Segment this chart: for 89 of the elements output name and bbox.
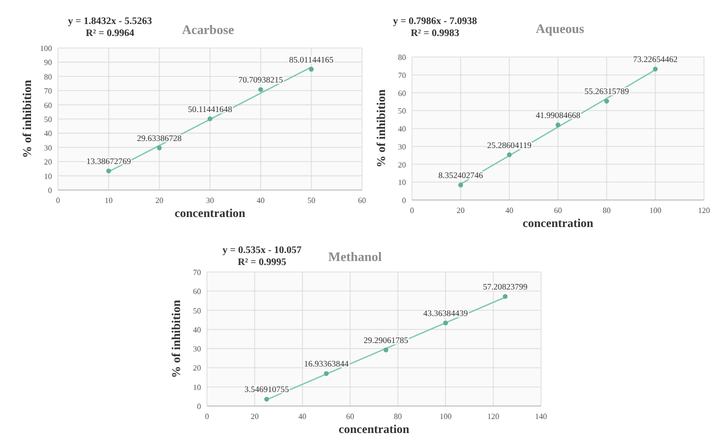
point — [264, 396, 270, 402]
y-tick-label: 10 — [398, 178, 406, 188]
point — [208, 116, 212, 122]
x-tick-label: 50 — [307, 196, 316, 205]
y-tick-label: 50 — [398, 106, 406, 116]
text: R² = 0.9983 — [410, 28, 460, 39]
y-tick-label: 90 — [44, 58, 52, 68]
chart-title: Methanol — [328, 249, 382, 264]
x-tick-label: 120 — [487, 412, 500, 421]
text: R² = 0.9995 — [238, 257, 286, 268]
point — [156, 146, 162, 150]
y-tick-label: 50 — [44, 115, 52, 124]
y-tick-label: 40 — [44, 129, 52, 138]
x-tick-label: 60 — [358, 196, 366, 205]
point — [652, 66, 658, 72]
y-tick-label: 70 — [193, 268, 201, 277]
text: R² = 0.9964 — [86, 28, 134, 39]
y-tick-label: 30 — [398, 142, 406, 152]
y-tick-label: 30 — [193, 344, 201, 354]
data-label: 41.99084668 — [536, 110, 580, 120]
y-tick-label: 10 — [44, 172, 52, 181]
y-axis-title: % of inhibition — [169, 300, 183, 378]
point — [604, 98, 610, 104]
y-tick-label: 0 — [197, 402, 201, 411]
x-tick-label: 30 — [206, 196, 214, 205]
data-label: 43.36384439 — [423, 308, 468, 318]
x-tick-label: 40 — [505, 206, 514, 215]
x-tick-label: 60 — [346, 412, 354, 421]
point — [502, 294, 508, 299]
point — [506, 152, 512, 158]
x-tick-label: 120 — [698, 206, 710, 215]
x-tick-label: 80 — [602, 206, 611, 215]
data-label: 85.01144165 — [289, 54, 334, 64]
x-axis-title: concentration — [174, 206, 246, 220]
x-tick-label: 0 — [205, 412, 209, 421]
y-tick-label: 100 — [40, 44, 52, 53]
point — [443, 320, 448, 326]
y-tick-label: 80 — [398, 53, 406, 62]
x-tick-label: 20 — [456, 206, 465, 215]
data-label: 29.29061785 — [364, 334, 408, 345]
point — [556, 122, 560, 128]
y-tick-label: 50 — [193, 306, 201, 316]
x-tick-label: 10 — [104, 196, 113, 205]
y-tick-label: 40 — [193, 325, 201, 334]
y-tick-label: 40 — [398, 124, 406, 134]
y-axis-title: % of inhibition — [20, 80, 34, 158]
y-tick-label: 70 — [398, 70, 406, 80]
y-tick-label: 60 — [398, 88, 406, 98]
y-tick-label: 0 — [48, 186, 52, 195]
y-tick-label: 20 — [398, 160, 406, 170]
point — [106, 168, 112, 174]
chart-title: Acarbose — [182, 22, 234, 37]
point — [324, 371, 329, 376]
point — [308, 66, 314, 72]
point — [258, 87, 264, 92]
data-label: 57.20823799 — [482, 281, 528, 292]
x-axis-title: concentration — [522, 216, 594, 230]
text: y = 1.8432x - 5.5263 — [68, 16, 152, 27]
y-tick-label: 60 — [44, 100, 52, 110]
x-tick-label: 140 — [535, 412, 547, 421]
y-tick-label: 60 — [193, 287, 201, 296]
y-axis-title: % of inhibition — [374, 89, 388, 168]
y-tick-label: 30 — [44, 143, 52, 152]
x-tick-label: 40 — [256, 196, 265, 205]
data-label: 70.70938215 — [238, 74, 283, 85]
point — [384, 348, 388, 352]
y-tick-label: 80 — [44, 72, 52, 82]
y-tick-label: 10 — [193, 382, 201, 392]
x-tick-label: 60 — [554, 206, 562, 215]
y-tick-label: 20 — [193, 364, 201, 373]
x-tick-label: 100 — [440, 412, 452, 421]
y-tick-label: 20 — [44, 158, 52, 167]
x-tick-label: 0 — [410, 206, 414, 215]
y-tick-label: 70 — [44, 86, 52, 96]
point — [458, 182, 464, 188]
text: y = 0.7986x - 7.0938 — [392, 16, 478, 27]
x-tick-label: 0 — [56, 196, 60, 205]
x-axis-title: concentration — [338, 422, 410, 436]
chart-title: Aqueous — [536, 21, 584, 36]
x-tick-label: 20 — [155, 196, 164, 205]
data-label: 16.93363844 — [304, 358, 350, 369]
data-label: 73.22654462 — [633, 54, 678, 64]
x-tick-label: 40 — [298, 412, 306, 421]
x-tick-label: 20 — [250, 412, 259, 421]
text: y = 0.535x - 10.057 — [222, 245, 302, 256]
x-tick-label: 100 — [649, 206, 662, 215]
data-label: 50.11441648 — [188, 104, 232, 114]
data-label: 3.546910755 — [244, 384, 289, 394]
data-label: 13.38672769 — [86, 156, 131, 166]
